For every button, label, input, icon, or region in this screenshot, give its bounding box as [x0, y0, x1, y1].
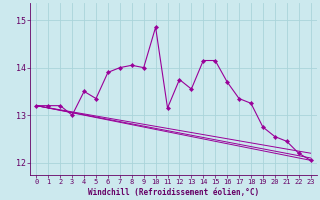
X-axis label: Windchill (Refroidissement éolien,°C): Windchill (Refroidissement éolien,°C): [88, 188, 259, 197]
